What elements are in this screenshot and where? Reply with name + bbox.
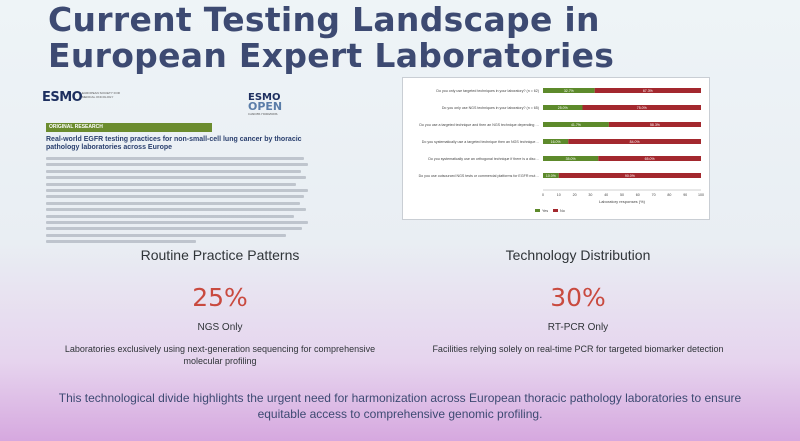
- ngs-only-description: Laboratories exclusively using next-gene…: [64, 344, 376, 366]
- yes-bar: [543, 122, 609, 127]
- routine-practice-heading: Routine Practice Patterns: [140, 247, 300, 263]
- legend-yes-label: Yes: [542, 209, 548, 213]
- author-line: [46, 157, 304, 160]
- author-line: [46, 201, 300, 205]
- author-line: [46, 182, 296, 186]
- yes-data-label: 25.0%: [558, 106, 568, 110]
- rt-pcr-only-description: Facilities relying solely on real-time P…: [432, 344, 724, 354]
- yes-bar: [543, 105, 583, 110]
- slide-title-line-1: Current Testing Landscape in: [48, 0, 600, 39]
- esmo-open-logo-line-2: OPEN: [248, 100, 283, 113]
- x-tick-label: 70: [652, 193, 656, 197]
- x-tick-label: 0: [542, 193, 544, 197]
- no-bar: [568, 139, 701, 144]
- author-line: [46, 227, 302, 231]
- x-tick-label: 100: [698, 193, 704, 197]
- no-data-label: 67.3%: [643, 89, 653, 93]
- question-label: Do you systematically use an orthogonal …: [428, 157, 539, 161]
- rt-pcr-only-percentage: 30%: [550, 283, 606, 312]
- author-line: [46, 214, 294, 218]
- technology-distribution-heading: Technology Distribution: [505, 247, 651, 263]
- yes-data-label: 41.7%: [571, 123, 581, 127]
- x-tick-label: 60: [636, 193, 640, 197]
- x-tick-label: 10: [557, 193, 561, 197]
- yes-data-label: 32.7%: [564, 89, 574, 93]
- question-label: Do you only use targeted techniques in y…: [436, 89, 539, 93]
- no-bar: [608, 122, 701, 127]
- question-label: Do you use a targeted technique and then…: [419, 123, 539, 127]
- slide-title: Current Testing Landscape in European Ex…: [48, 2, 768, 74]
- esmo-logo-subtitle: EUROPEAN SOCIETY FOR MEDICAL ONCOLOGY: [82, 91, 120, 99]
- rt-pcr-only-label: RT-PCR Only: [547, 322, 609, 333]
- esmo-open-logo-subtitle: CANCER HORIZONS: [248, 112, 278, 116]
- legend-no-label: No: [560, 209, 565, 213]
- author-line: [46, 233, 286, 237]
- author-line: [46, 240, 196, 244]
- article-type-tag: ORIGINAL RESEARCH: [46, 123, 212, 132]
- yes-bar: [543, 173, 559, 178]
- question-label: Do you use outsourced NGS tests or comme…: [419, 174, 540, 178]
- author-line: [46, 163, 308, 167]
- survey-results-chart-svg: Do you only use targeted techniques in y…: [419, 88, 704, 213]
- author-line: [46, 188, 308, 192]
- no-bar: [598, 156, 701, 161]
- x-axis-label: Laboratory responses (%): [599, 199, 646, 204]
- yes-bar: [543, 88, 595, 93]
- esmo-open-logo-line-1: ESMO: [248, 92, 281, 103]
- paper-excerpt: ESMO EUROPEAN SOCIETY FOR MEDICAL ONCOLO…: [42, 85, 312, 244]
- yes-bar: [543, 156, 599, 161]
- author-line: [46, 169, 301, 173]
- no-bar: [582, 105, 701, 110]
- no-data-label: 75.0%: [637, 106, 647, 110]
- x-tick-label: 20: [573, 193, 577, 197]
- no-bar: [594, 88, 701, 93]
- esmo-open-logo: ESMO OPEN CANCER HORIZONS: [248, 92, 283, 117]
- no-data-label: 84.0%: [630, 140, 640, 144]
- author-line: [46, 176, 306, 180]
- ngs-only-percentage: 25%: [192, 283, 248, 312]
- x-tick-label: 80: [667, 193, 671, 197]
- yes-data-label: 35.0%: [566, 157, 576, 161]
- no-data-label: 65.0%: [645, 157, 655, 161]
- author-list: [46, 157, 308, 246]
- no-data-label: 90.0%: [625, 174, 635, 178]
- yes-data-label: 10.0%: [546, 174, 556, 178]
- footer-statement: This technological divide highlights the…: [58, 391, 742, 421]
- yes-data-label: 16.0%: [551, 140, 561, 144]
- x-tick-label: 30: [588, 193, 592, 197]
- x-tick-label: 90: [683, 193, 687, 197]
- no-data-label: 58.3%: [650, 123, 660, 127]
- paper-title: Real-world EGFR testing practices for no…: [46, 136, 302, 151]
- author-line: [46, 195, 304, 199]
- survey-results-chart: Do you only use targeted techniques in y…: [402, 77, 710, 220]
- author-line: [46, 208, 306, 212]
- ngs-only-label: NGS Only: [197, 322, 243, 333]
- legend-yes-swatch: [535, 209, 540, 212]
- author-line: [46, 220, 308, 224]
- legend-no-swatch: [553, 209, 558, 212]
- question-label: Do you only use NGS techniques in your l…: [442, 106, 539, 110]
- slide-title-line-2: European Expert Laboratories: [48, 36, 615, 75]
- no-bar: [558, 173, 701, 178]
- x-tick-label: 40: [604, 193, 608, 197]
- x-tick-label: 50: [620, 193, 624, 197]
- question-label: Do you systematically use a targeted tec…: [422, 140, 540, 144]
- esmo-logo: ESMO: [42, 90, 83, 105]
- yes-bar: [543, 139, 569, 144]
